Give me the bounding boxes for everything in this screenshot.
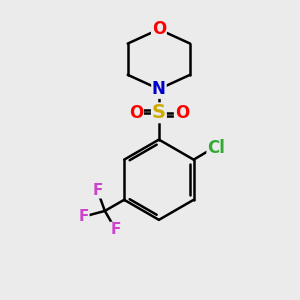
Text: F: F: [111, 223, 121, 238]
Text: F: F: [78, 209, 89, 224]
Text: Cl: Cl: [207, 140, 225, 158]
Text: N: N: [152, 80, 166, 98]
Text: O: O: [175, 104, 189, 122]
Text: S: S: [152, 103, 166, 122]
Text: O: O: [152, 20, 166, 38]
Text: F: F: [92, 183, 103, 198]
Text: O: O: [129, 104, 143, 122]
